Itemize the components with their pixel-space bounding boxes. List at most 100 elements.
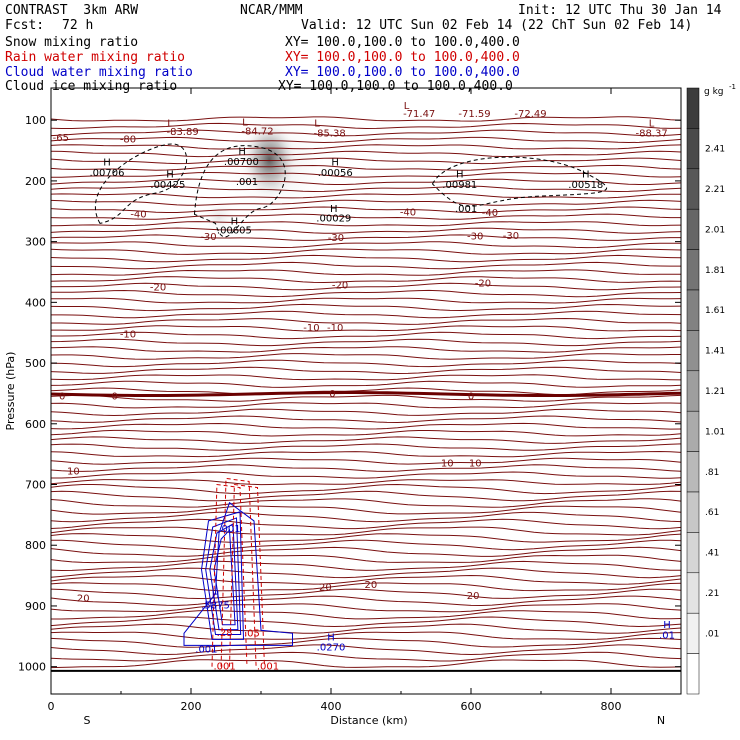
isotherm-line — [51, 415, 681, 424]
isotherm-line — [51, 546, 681, 557]
colorbar-tick-label: .01 — [705, 629, 719, 639]
snow-shading-patch — [199, 199, 239, 236]
isotherm-line — [51, 303, 681, 312]
isotherm-line — [51, 116, 681, 122]
low-marker: L — [314, 119, 320, 130]
colorbar-unit-exponent: -1 — [729, 83, 736, 91]
low-marker: L — [167, 119, 173, 130]
x-tick-label: 200 — [181, 700, 202, 713]
isotherm-line — [51, 490, 681, 502]
isotherm-line — [51, 248, 681, 255]
isotherm-line — [51, 483, 681, 495]
cloud-water-contour — [183, 501, 293, 646]
colorbar-unit: g kg — [704, 87, 724, 97]
isotherm-label: -71.59 — [458, 109, 490, 120]
isotherm-label: -40 — [400, 207, 416, 218]
isotherm-line — [51, 144, 681, 150]
isotherm-label: -83.89 — [166, 127, 198, 138]
isotherm-label: -30 — [503, 231, 519, 242]
isotherm-line — [51, 193, 681, 199]
isotherm-line — [51, 560, 681, 572]
y-tick-label: 600 — [25, 418, 46, 431]
colorbar-swatch — [686, 532, 700, 574]
isotherm-line — [51, 651, 681, 662]
maximum-label: .00981 — [442, 180, 477, 191]
rain-contour — [229, 483, 265, 667]
y-tick-label: 900 — [25, 600, 46, 613]
isotherm-line — [51, 221, 681, 227]
high-marker: H — [166, 170, 174, 181]
isotherm-label: 0 — [59, 391, 65, 402]
x-tick-label: 400 — [321, 700, 342, 713]
y-tick-label: 400 — [25, 296, 46, 309]
legend-cloud-ice-xy: XY= 100.0,100.0 to 100.0,400.0 — [278, 79, 513, 94]
isotherm-line — [51, 582, 681, 592]
cloud-water-contour — [200, 511, 245, 640]
maximum-label: .001 — [218, 524, 240, 535]
cloud-ice-contour-east — [431, 156, 607, 207]
legend-cloud-water-xy: XY= 100.0,100.0 to 100.0,400.0 — [285, 65, 520, 80]
isotherm-line — [51, 213, 681, 220]
y-axis-label: Pressure (hPa) — [4, 352, 17, 431]
colorbar-swatch — [686, 491, 700, 533]
maximum-label: .00605 — [217, 225, 252, 236]
x-tick-label: 600 — [461, 700, 482, 713]
isotherm-line — [51, 234, 681, 241]
isotherm-label: -40 — [482, 208, 498, 219]
isotherm-label: 10 — [67, 467, 80, 478]
isotherm-line — [51, 498, 681, 508]
cloud-water-contour — [209, 523, 239, 631]
colorbar-swatch — [686, 128, 700, 170]
rain-contour — [211, 483, 248, 667]
colorbar-swatch — [686, 87, 700, 129]
isotherm-line — [51, 241, 681, 249]
isotherm-line — [51, 526, 681, 536]
maximum-label: .28 — [217, 628, 233, 639]
isotherm-line — [51, 185, 681, 193]
maximum-label: .001 — [236, 177, 258, 188]
cloud-ice-contour-west — [94, 143, 188, 224]
high-marker: H — [456, 170, 464, 181]
isotherm-line — [51, 539, 681, 551]
isotherm-line — [51, 479, 681, 486]
isotherm-line — [51, 374, 681, 381]
isotherm-line — [51, 644, 681, 656]
isotherm-label: 0 — [468, 391, 474, 402]
maximum-label: .00706 — [90, 168, 125, 179]
isotherm-line — [51, 595, 681, 607]
isotherm-label: -20 — [332, 281, 348, 292]
colorbar-swatch — [686, 289, 700, 331]
isotherm-line — [51, 659, 681, 669]
isotherm-line — [51, 518, 681, 530]
isotherm-label: 0 — [329, 389, 335, 400]
legend-rain-xy: XY= 100.0,100.0 to 100.0,400.0 — [285, 50, 520, 65]
isotherm-line — [51, 331, 681, 340]
isotherm-label: -30 — [200, 232, 216, 243]
isotherm-line — [51, 269, 681, 276]
y-tick-label: 200 — [25, 175, 46, 188]
colorbar-tick-label: .81 — [705, 468, 719, 478]
isotherm-label: 20 — [77, 593, 90, 604]
colorbar-tick-label: 1.41 — [705, 347, 725, 357]
isotherm-line — [51, 157, 681, 165]
maximum-label: .001 — [195, 644, 217, 655]
y-tick-label: 300 — [25, 236, 46, 249]
x-axis-label: Distance (km) — [330, 714, 407, 727]
colorbar-swatch — [686, 612, 700, 654]
isotherm-label: -10 — [327, 323, 343, 334]
isotherm-line — [51, 637, 681, 648]
rain-contour — [220, 477, 257, 667]
isotherm-line — [51, 289, 681, 298]
isotherm-line — [51, 457, 681, 465]
isotherm-line — [51, 603, 681, 613]
forecast-hour: 72 h — [62, 18, 94, 33]
colorbar-swatch — [686, 208, 700, 250]
high-marker: H — [327, 632, 335, 643]
chart-title: CONTRAST 3km ARW — [5, 3, 139, 18]
y-tick-label: 1000 — [18, 661, 46, 674]
isotherm-line — [51, 574, 681, 585]
maximum-label: .001 — [257, 661, 279, 672]
isotherm-label: -71.47 — [403, 109, 435, 120]
isotherm-line — [51, 408, 681, 417]
colorbar-tick-label: 2.41 — [705, 145, 725, 155]
